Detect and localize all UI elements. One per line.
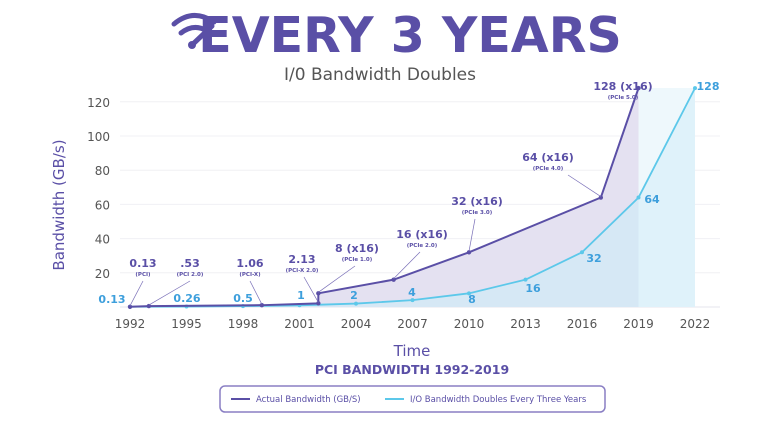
x-tick-label: 2004 bbox=[341, 317, 372, 331]
actual-point bbox=[598, 195, 604, 200]
x-tick-label: 1992 bbox=[115, 317, 146, 331]
actual-point bbox=[316, 301, 321, 306]
y-tick-label: 80 bbox=[95, 164, 110, 178]
actual-point bbox=[316, 291, 321, 296]
y-tick-label: 40 bbox=[95, 233, 110, 247]
doubling-label: 32 bbox=[586, 252, 601, 265]
annotation-value: 64 (x16) bbox=[522, 151, 574, 164]
annotation-value: 16 (x16) bbox=[396, 228, 448, 241]
areas bbox=[130, 88, 695, 308]
y-axis-ticks: 20 40 60 80 100 120 bbox=[87, 96, 110, 281]
x-axis-ticks: 1992 1995 1998 2001 2004 2007 2010 2013 2016 2019… bbox=[115, 317, 711, 331]
x-tick-label: 2022 bbox=[680, 317, 711, 331]
annotation-spec: (PCI 2.0) bbox=[177, 272, 204, 278]
doubling-projection-area bbox=[638, 88, 695, 308]
x-tick-label: 2013 bbox=[510, 317, 541, 331]
annotation-leader bbox=[249, 280, 263, 305]
doubling-label: 0.5 bbox=[233, 292, 253, 305]
annotation-leader bbox=[318, 265, 356, 293]
actual-point bbox=[636, 85, 641, 91]
doubling-label: 0.13 bbox=[98, 293, 125, 306]
page-subtitle: I/0 Bandwidth Doubles bbox=[284, 65, 476, 85]
doubling-label: 4 bbox=[408, 286, 416, 299]
wifi-gauge-icon bbox=[171, 13, 217, 49]
doubling-point bbox=[523, 277, 528, 282]
annotation-spec: (PCIe 1.0) bbox=[342, 257, 373, 263]
annotation-value: .53 bbox=[180, 257, 200, 270]
x-axis-label: Time bbox=[393, 342, 431, 360]
y-tick-label: 60 bbox=[95, 198, 110, 212]
doubling-label: 16 bbox=[525, 282, 541, 295]
page-title: EVERY 3 YEARS bbox=[198, 7, 622, 64]
doubling-label: 1 bbox=[297, 289, 305, 302]
annotation-leader bbox=[393, 251, 421, 279]
annotation-spec: (PCI-X 2.0) bbox=[286, 268, 319, 274]
annotation-spec: (PCIe 2.0) bbox=[407, 243, 438, 249]
actual-point bbox=[259, 302, 265, 308]
doubling-label: 2 bbox=[350, 289, 358, 302]
actual-point bbox=[466, 250, 472, 255]
doubling-area bbox=[130, 197, 639, 307]
x-tick-label: 2019 bbox=[623, 317, 654, 331]
legend: Actual Bandwidth (GB/S) I/O Bandwidth Do… bbox=[219, 385, 606, 413]
y-tick-label: 120 bbox=[87, 96, 110, 110]
annotation-leader bbox=[129, 280, 144, 306]
doubling-point bbox=[636, 195, 641, 200]
doubling-point bbox=[354, 301, 358, 306]
doubling-label: 64 bbox=[644, 193, 660, 206]
actual-point bbox=[127, 304, 133, 309]
annotation-value: 32 (x16) bbox=[451, 195, 503, 208]
annotation-value: 2.13 bbox=[288, 253, 315, 266]
doubling-point bbox=[580, 250, 584, 255]
legend-label-doubling: I/O Bandwidth Doubles Every Three Years bbox=[410, 395, 587, 405]
annotation-value: 8 (x16) bbox=[335, 242, 379, 255]
annotation-spec: (PCIe 4.0) bbox=[533, 166, 564, 172]
doubling-label: 8 bbox=[468, 293, 476, 306]
annotation-spec: (PCI) bbox=[135, 272, 151, 278]
actual-area bbox=[130, 88, 639, 308]
y-tick-label: 100 bbox=[87, 130, 110, 144]
annotation-leader bbox=[303, 276, 319, 303]
doubling-point bbox=[693, 86, 697, 91]
x-tick-label: 2007 bbox=[397, 317, 428, 331]
actual-point bbox=[146, 303, 152, 309]
annotation-value: 0.13 bbox=[129, 257, 156, 270]
y-tick-label: 20 bbox=[95, 267, 110, 281]
annotation-leader bbox=[567, 174, 602, 197]
actual-point bbox=[391, 277, 396, 282]
annotation-spec: (PCIe 5.0) bbox=[608, 95, 639, 101]
x-tick-label: 1998 bbox=[228, 317, 259, 331]
annotation-leader bbox=[148, 280, 191, 306]
annotation-leader bbox=[468, 218, 476, 252]
annotation-spec: (PCIe 3.0) bbox=[462, 210, 493, 216]
annotations: 0.13 (PCI) .53 (PCI 2.0) 1.06 (PCI-X) 2.13 (PCI… bbox=[98, 80, 719, 306]
legend-label-actual: Actual Bandwidth (GB/S) bbox=[256, 395, 361, 405]
doubling-label: 0.26 bbox=[173, 292, 200, 305]
x-tick-label: 2001 bbox=[284, 317, 315, 331]
y-axis-label: Bandwidth (GB/s) bbox=[50, 139, 68, 270]
annotation-value: 1.06 bbox=[236, 257, 263, 270]
doubling-label: 128 bbox=[697, 80, 720, 93]
x-tick-label: 1995 bbox=[171, 317, 202, 331]
series-lines bbox=[127, 85, 697, 309]
chart-title: PCI BANDWIDTH 1992-2019 bbox=[315, 362, 509, 377]
annotation-value: 128 (x16) bbox=[593, 80, 652, 93]
logo: EVERY 3 YEARS bbox=[171, 7, 622, 64]
annotation-spec: (PCI-X) bbox=[239, 272, 261, 278]
doubling-point bbox=[467, 291, 471, 296]
doubling-point bbox=[410, 298, 415, 303]
x-tick-label: 2016 bbox=[567, 317, 598, 331]
x-tick-label: 2010 bbox=[454, 317, 485, 331]
